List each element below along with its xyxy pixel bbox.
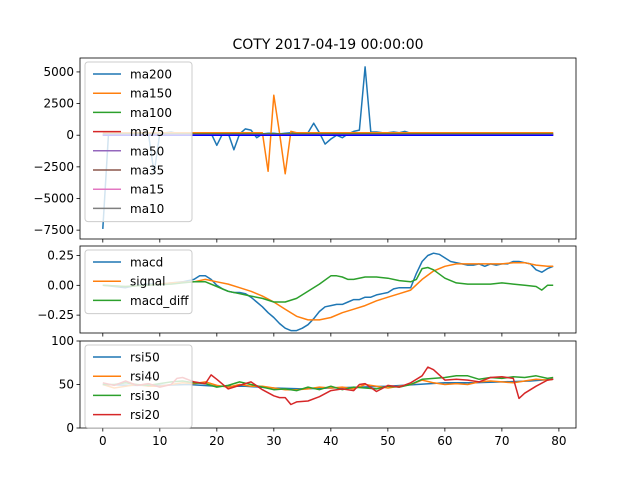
- series-line-macd: [102, 252, 554, 332]
- y-tick-label: 2500: [43, 97, 74, 111]
- y-tick-label: 0: [66, 421, 74, 435]
- y-tick-label: −7500: [33, 223, 74, 237]
- series-group: [102, 252, 554, 332]
- legend: ma200 ma150 ma100 ma75 ma50 ma35 ma15 ma10: [84, 61, 193, 223]
- legend-label: macd: [130, 256, 163, 270]
- legend-label: ma35: [130, 164, 164, 178]
- legend-label: macd_diff: [130, 294, 189, 308]
- legend-label: ma15: [130, 183, 164, 197]
- legend-box: [84, 61, 193, 223]
- chart-title: COTY 2017-04-19 00:00:00: [232, 37, 423, 53]
- legend-label: ma150: [130, 87, 172, 101]
- y-tick-label: 0.25: [47, 249, 74, 263]
- legend-label: ma100: [130, 106, 172, 120]
- legend-box: [84, 249, 193, 315]
- axes-frame: [79, 245, 577, 334]
- y-tick-label: 0: [66, 128, 74, 142]
- x-tick-label: 20: [209, 434, 224, 448]
- legend-box: [84, 344, 193, 429]
- y-tick-label: 100: [51, 334, 74, 348]
- x-tick-label: 30: [266, 434, 281, 448]
- y-tick-label: 0.00: [47, 278, 74, 292]
- legend-label: ma200: [130, 68, 172, 82]
- legend: rsi50 rsi40 rsi30 rsi20: [84, 344, 193, 429]
- x-tick-label: 10: [152, 434, 167, 448]
- x-tick-label: 70: [494, 434, 509, 448]
- series-line-macd_diff: [102, 266, 554, 303]
- legend-label: rsi40: [130, 370, 160, 384]
- x-tick-label: 50: [380, 434, 395, 448]
- legend-label: ma50: [130, 144, 164, 158]
- axes-frame: [79, 57, 577, 240]
- legend: macd signal macd_diff: [84, 249, 193, 315]
- x-tick-label: 60: [437, 434, 452, 448]
- y-tick-label: −0.25: [37, 308, 74, 322]
- panel-1: −0.25 0.00 0.25 macd signal macd_diff: [37, 245, 577, 337]
- legend-label: rsi30: [130, 389, 160, 403]
- legend-label: signal: [130, 275, 166, 289]
- legend-label: ma10: [130, 202, 164, 216]
- y-tick-label: −5000: [33, 191, 74, 205]
- x-tick-label: 80: [551, 434, 566, 448]
- series-line-signal: [102, 261, 554, 321]
- x-tick-label: 0: [99, 434, 107, 448]
- legend-label: rsi20: [130, 408, 160, 422]
- y-tick-label: 50: [59, 378, 74, 392]
- legend-label: ma75: [130, 125, 164, 139]
- x-tick-label: 40: [323, 434, 338, 448]
- y-tick-label: −2500: [33, 160, 74, 174]
- legend-label: rsi50: [130, 351, 160, 365]
- y-tick-label: 5000: [43, 65, 74, 79]
